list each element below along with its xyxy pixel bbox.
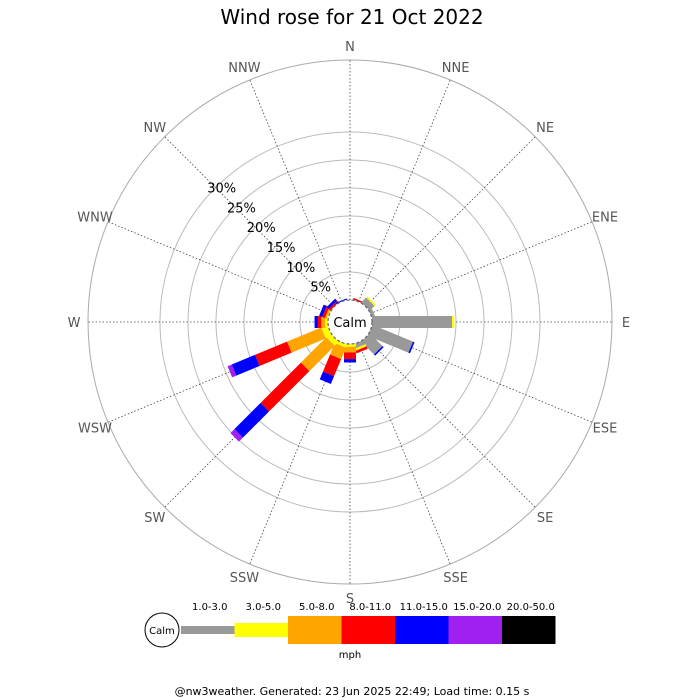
legend-swatch-2 [288,616,342,644]
direction-label-sw: SW [144,511,165,526]
direction-label-ssw: SSW [230,571,260,586]
bar-segment-sse-1 [354,344,367,351]
direction-label-nne: NNE [442,61,470,76]
direction-label-s: S [346,592,354,607]
legend-swatch-0 [181,626,235,634]
legend-swatch-5 [448,616,502,644]
legend-swatch-6 [502,616,556,644]
bar-segment-ese-0 [368,324,413,353]
bar-segment-wsw-3 [254,341,292,366]
grid-spoke [164,136,335,307]
bar-segment-sse-3 [355,346,368,354]
legend-bin-label: 1.0-3.0 [192,602,227,613]
radial-tick-labels: 5% 10% 15% 20% 25% 30% [207,182,331,296]
bar-segment-ssw-4 [319,371,335,384]
radial-tick-label: 30% [207,182,236,197]
legend-bin-label: 20.0-50.0 [507,602,555,613]
direction-label-se: SE [537,511,553,526]
bar-segment-wsw-4 [231,354,260,376]
legend-swatch-4 [395,616,449,644]
bar-segment-sw-5 [230,429,243,442]
legend-bin-label: 8.0-11.0 [349,602,391,613]
legend-bin-label: 15.0-20.0 [453,602,501,613]
direction-label-w: W [68,316,81,331]
direction-label-nnw: NNW [228,61,260,76]
direction-label-ne: NE [536,121,554,136]
bar-segment-ese-4 [408,341,415,354]
bar-segment-sw-4 [234,403,269,438]
radial-tick-label: 10% [286,261,315,276]
direction-labels: N NNE NE ENE E ESE SE SSE S SSW SW WSW W WNW NW NNW [68,40,631,607]
legend-swatch-3 [341,616,395,644]
direction-label-wnw: WNW [77,210,113,225]
direction-label-wsw: WSW [78,422,112,437]
bar-segment-sw-3 [260,362,310,412]
legend-calm-label: Calm [149,626,175,637]
calm-circle [327,299,373,345]
bar-segment-ne-1 [366,296,376,306]
grid-spoke [358,79,451,302]
speed-legend: Calm 1.0-3.0 3.0-5.0 5.0-8.0 8.0-11.0 11.0-15… [144,602,556,661]
radial-tick-label: 5% [310,281,331,296]
direction-label-ese: ESE [593,422,618,437]
bar-segment-wnw-2 [324,306,331,319]
direction-label-nw: NW [144,121,167,136]
bar-segment-nw-4 [326,298,338,310]
bar-segment-wsw-5 [227,364,237,378]
calm-center: Calm [327,299,373,345]
bar-segment-ssw-2 [330,343,346,360]
direction-label-e: E [622,316,630,331]
grid-spoke [249,79,342,302]
bar-segment-ssw-3 [322,354,342,377]
direction-label-n: N [345,40,355,55]
grid-spoke [370,221,593,314]
calm-label: Calm [333,316,366,331]
radial-tick-label: 20% [247,221,276,236]
bar-segment-wsw-1 [321,324,332,339]
direction-label-ene: ENE [592,210,618,225]
grid-spoke [365,136,536,307]
bar-segment-sw-1 [326,333,339,346]
bar-segment-se-4 [373,345,384,356]
legend-bin-label: 5.0-8.0 [299,602,334,613]
rose-bars [227,296,455,442]
grid-spoke [358,342,451,565]
radial-tick-label: 15% [267,241,296,256]
bar-segment-ne-0 [361,297,375,311]
bar-segment-se-0 [361,333,383,355]
radial-tick-label: 25% [227,201,256,216]
legend-swatch-1 [234,623,288,637]
grid-outer-circle [87,59,613,585]
bar-segment-wsw-2 [287,327,326,353]
chart-title: Wind rose for 21 Oct 2022 [220,5,483,29]
legend-unit-label: mph [339,650,361,661]
bar-segment-wnw-4 [319,304,327,317]
direction-label-sse: SSE [443,571,468,586]
legend-bin-label: 3.0-5.0 [246,602,281,613]
legend-calm-circle [144,612,180,648]
bar-segment-ene-0 [368,306,376,320]
bar-segment-wnw-3 [322,305,330,319]
footer-text: @nw3weather. Generated: 23 Jun 2025 22:4… [175,685,530,698]
bar-segment-sse-0 [352,340,366,349]
grid-spoke [365,337,536,508]
bar-segment-sw-2 [300,337,335,372]
grid-spoke [107,221,330,314]
legend-bin-label: 11.0-15.0 [400,602,448,613]
